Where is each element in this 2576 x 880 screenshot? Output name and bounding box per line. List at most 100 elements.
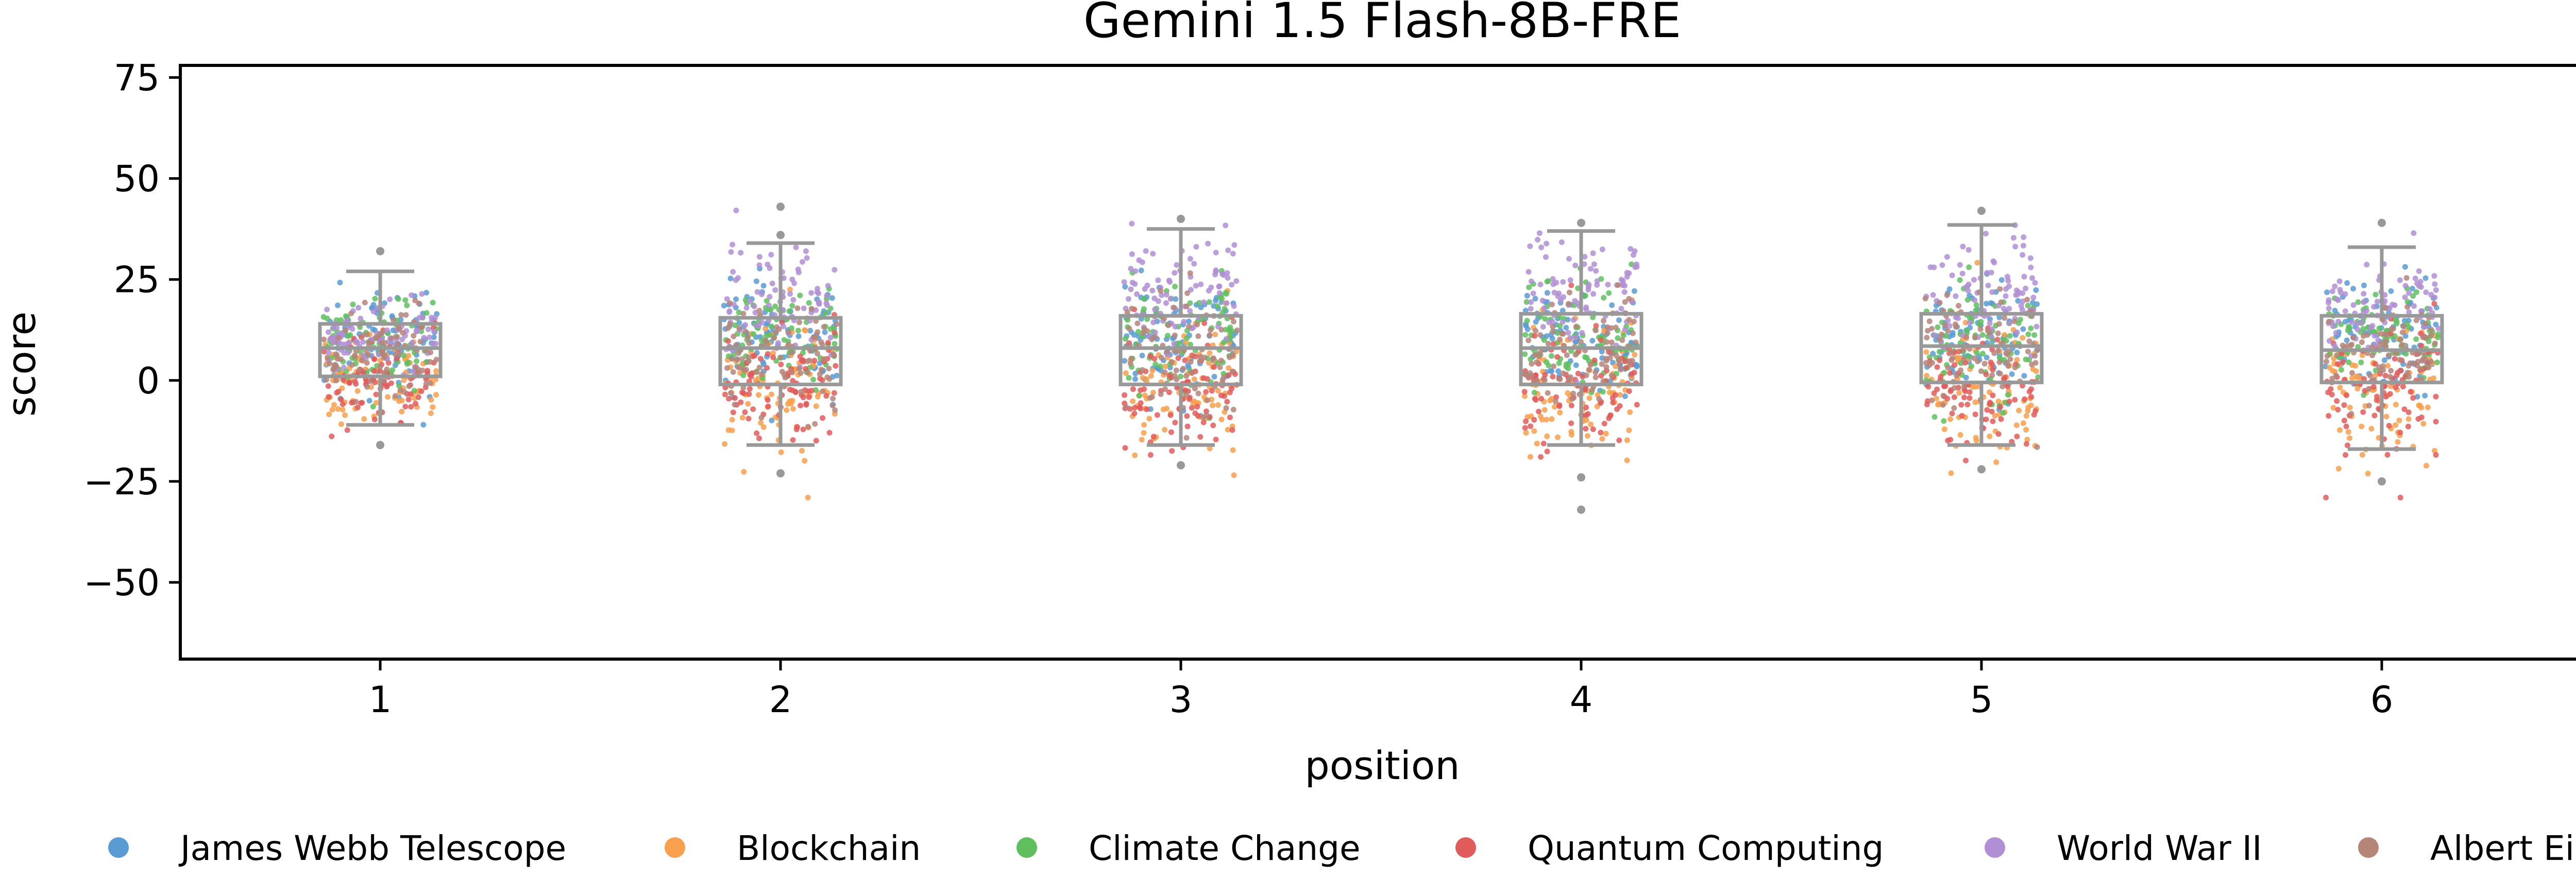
strip-point [396,383,402,389]
strip-point [790,297,796,303]
strip-point [324,376,330,383]
strip-point [781,337,787,343]
strip-point [1164,349,1171,355]
strip-point [1573,362,1579,368]
strip-point [740,367,747,372]
strip-point [807,327,814,334]
strip-point [1164,405,1170,411]
strip-point [1152,330,1158,336]
strip-point [2323,494,2329,501]
strip-point [2355,299,2361,305]
strip-point [1527,370,1533,376]
strip-point [2397,277,2403,283]
strip-point [1578,339,1584,345]
strip-point [789,369,795,375]
strip-point [2358,359,2364,366]
strip-point [1984,270,1990,276]
outlier-point [776,469,785,478]
strip-point [1923,349,1929,355]
strip-point [2383,413,2389,420]
strip-point [370,404,376,410]
strip-point [1563,324,1569,331]
strip-point [373,400,379,406]
strip-point [338,421,344,427]
strip-point [1585,433,1590,439]
strip-point [384,327,390,333]
strip-point [1568,282,1574,288]
strip-point [790,378,796,384]
strip-point [1158,355,1164,360]
strip-point [1926,318,1933,324]
strip-point [1207,350,1213,356]
strip-point [1157,364,1163,369]
strip-point [1556,402,1563,408]
strip-point [1192,386,1198,391]
strip-point [2368,426,2375,432]
strip-point [330,339,336,346]
box-iqr [1118,314,1243,387]
strip-point [331,324,337,331]
strip-point [730,409,736,416]
strip-point [1193,283,1199,289]
strip-point [392,393,398,399]
strip-point [1132,405,1138,411]
strip-point [760,424,767,430]
strip-point [2341,402,2347,408]
strip-point [1969,363,1974,369]
strip-point [1608,339,1615,346]
strip-point [326,394,332,400]
strip-point [2400,323,2406,330]
strip-point [827,335,834,341]
strip-point [1534,440,1540,446]
strip-point [1631,288,1637,294]
strip-point [1195,390,1201,396]
strip-point [1947,370,1953,376]
strip-point [1230,447,1236,453]
strip-point [798,370,804,376]
strip-point [813,403,819,409]
strip-point [1567,335,1573,341]
strip-point [1536,353,1543,359]
strip-point [1184,413,1190,419]
strip-point [362,300,368,306]
strip-point [2332,283,2338,289]
strip-point [1626,388,1632,394]
strip-point [1186,323,1192,330]
legend-label: James Webb Telescope [178,829,566,868]
strip-point [1135,329,1141,335]
strip-point [1162,386,1168,392]
strip-point [1187,270,1193,276]
strip-point [1187,256,1193,262]
strip-point [1150,434,1157,440]
strip-point [1584,355,1590,361]
strip-point [2334,398,2340,404]
strip-point [431,329,437,334]
strip-point [2428,291,2434,298]
strip-point [800,259,805,265]
strip-point [2324,289,2330,296]
strip-point [1168,429,1174,435]
strip-point [816,299,822,305]
x-tick-label: 6 [2370,679,2394,721]
strip-point [2335,361,2341,367]
strip-point [2433,452,2439,458]
strip-point [756,365,762,371]
strip-point [1522,393,1528,399]
strip-point [1143,248,1149,254]
strip-point [2417,279,2424,285]
strip-point [1540,324,1546,330]
strip-point [1978,319,1984,325]
strip-point [772,303,778,309]
strip-point [1132,268,1139,274]
strip-point [360,353,366,359]
strip-point [2424,462,2429,469]
strip-point [1174,262,1180,268]
strip-point [425,368,431,374]
strip-point [1934,364,1940,370]
strip-point [1585,411,1591,417]
strip-point [1945,328,1951,334]
strip-point [1547,398,1553,404]
strip-point [2404,304,2411,310]
strip-point [1998,416,2004,422]
strip-point [1600,378,1606,384]
